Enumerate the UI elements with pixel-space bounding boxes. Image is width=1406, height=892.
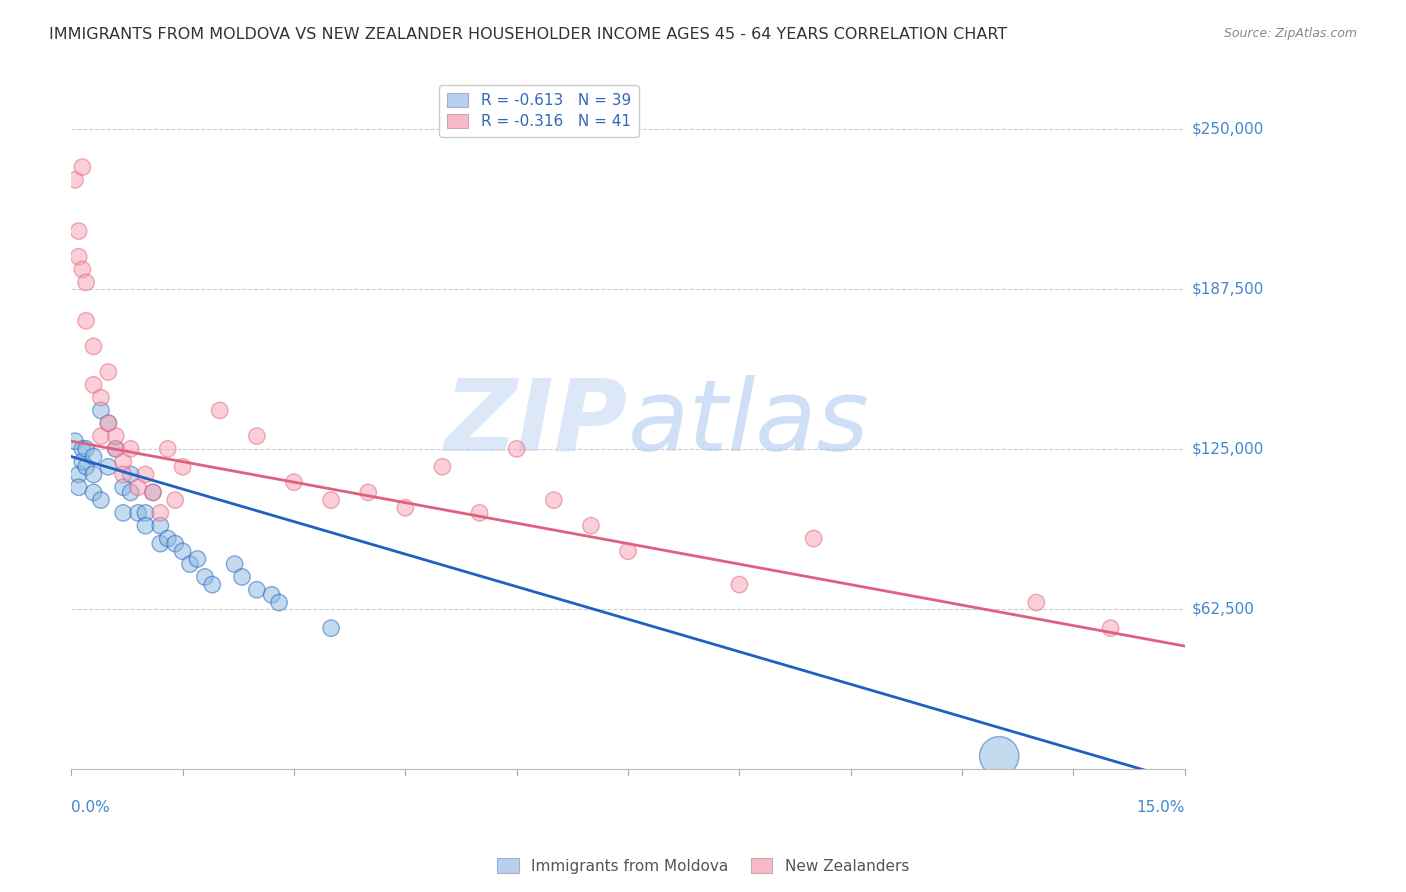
Point	[97, 459, 120, 474]
Text: $187,500: $187,500	[1192, 281, 1264, 296]
Point	[67, 224, 90, 238]
Point	[165, 536, 187, 550]
Point	[127, 506, 149, 520]
Point	[149, 536, 172, 550]
Point	[75, 442, 97, 456]
Point	[319, 493, 342, 508]
Point	[97, 365, 120, 379]
Legend: Immigrants from Moldova, New Zealanders: Immigrants from Moldova, New Zealanders	[491, 852, 915, 880]
Point	[728, 577, 751, 591]
Point	[72, 455, 94, 469]
Point	[83, 467, 105, 482]
Point	[149, 518, 172, 533]
Point	[134, 467, 156, 482]
Point	[803, 532, 825, 546]
Point	[1099, 621, 1122, 635]
Point	[505, 442, 527, 456]
Point	[246, 582, 269, 597]
Point	[83, 377, 105, 392]
Point	[134, 506, 156, 520]
Point	[90, 429, 112, 443]
Point	[83, 485, 105, 500]
Text: 15.0%: 15.0%	[1136, 800, 1185, 814]
Point	[617, 544, 640, 558]
Point	[172, 544, 194, 558]
Point	[179, 557, 201, 571]
Legend: R = -0.613   N = 39, R = -0.316   N = 41: R = -0.613 N = 39, R = -0.316 N = 41	[439, 85, 638, 136]
Point	[90, 493, 112, 508]
Point	[104, 429, 127, 443]
Point	[75, 459, 97, 474]
Point	[201, 577, 224, 591]
Point	[75, 314, 97, 328]
Point	[72, 262, 94, 277]
Point	[208, 403, 231, 417]
Point	[97, 416, 120, 430]
Text: IMMIGRANTS FROM MOLDOVA VS NEW ZEALANDER HOUSEHOLDER INCOME AGES 45 - 64 YEARS C: IMMIGRANTS FROM MOLDOVA VS NEW ZEALANDER…	[49, 27, 1008, 42]
Point	[269, 595, 291, 609]
Point	[579, 518, 602, 533]
Point	[394, 500, 416, 515]
Point	[231, 570, 253, 584]
Point	[319, 621, 342, 635]
Point	[112, 455, 135, 469]
Point	[127, 480, 149, 494]
Point	[75, 276, 97, 290]
Point	[63, 434, 86, 449]
Point	[63, 173, 86, 187]
Point	[165, 493, 187, 508]
Point	[90, 403, 112, 417]
Point	[72, 442, 94, 456]
Text: Source: ZipAtlas.com: Source: ZipAtlas.com	[1223, 27, 1357, 40]
Point	[283, 475, 305, 490]
Point	[246, 429, 269, 443]
Point	[134, 518, 156, 533]
Point	[83, 450, 105, 464]
Point	[72, 160, 94, 174]
Point	[156, 532, 179, 546]
Text: $250,000: $250,000	[1192, 121, 1264, 136]
Point	[156, 442, 179, 456]
Point	[142, 485, 165, 500]
Point	[67, 467, 90, 482]
Point	[67, 250, 90, 264]
Point	[97, 416, 120, 430]
Text: ZIP: ZIP	[446, 375, 628, 472]
Point	[172, 459, 194, 474]
Point	[104, 442, 127, 456]
Point	[432, 459, 454, 474]
Point	[194, 570, 217, 584]
Point	[186, 552, 208, 566]
Point	[142, 485, 165, 500]
Point	[988, 749, 1011, 764]
Point	[112, 506, 135, 520]
Text: $62,500: $62,500	[1192, 601, 1256, 616]
Point	[120, 467, 142, 482]
Point	[90, 391, 112, 405]
Point	[543, 493, 565, 508]
Point	[468, 506, 491, 520]
Point	[112, 480, 135, 494]
Point	[112, 467, 135, 482]
Point	[260, 588, 283, 602]
Point	[120, 442, 142, 456]
Point	[149, 506, 172, 520]
Point	[224, 557, 246, 571]
Text: atlas: atlas	[628, 375, 870, 472]
Point	[120, 485, 142, 500]
Text: 0.0%: 0.0%	[72, 800, 110, 814]
Point	[67, 480, 90, 494]
Point	[1025, 595, 1047, 609]
Text: $125,000: $125,000	[1192, 442, 1264, 457]
Point	[104, 442, 127, 456]
Point	[83, 339, 105, 353]
Point	[357, 485, 380, 500]
